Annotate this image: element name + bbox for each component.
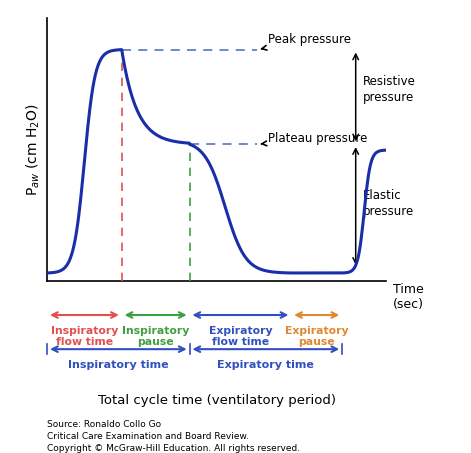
Text: Resistive
pressure: Resistive pressure: [363, 75, 415, 104]
Y-axis label: P$_{aw}$ (cm H$_2$O): P$_{aw}$ (cm H$_2$O): [24, 103, 41, 196]
Text: Total cycle time (ventilatory period): Total cycle time (ventilatory period): [97, 394, 336, 407]
Text: Inspiratory time: Inspiratory time: [68, 360, 169, 370]
Text: Expiratory
flow time: Expiratory flow time: [209, 326, 272, 347]
Text: Peak pressure: Peak pressure: [261, 33, 350, 50]
Text: Elastic
pressure: Elastic pressure: [363, 189, 414, 218]
Text: Source: Ronaldo Collo Go
Critical Care Examination and Board Review.
Copyright ©: Source: Ronaldo Collo Go Critical Care E…: [47, 420, 300, 453]
Text: Plateau pressure: Plateau pressure: [261, 132, 367, 146]
Text: Inspiratory
pause: Inspiratory pause: [122, 326, 189, 347]
Text: Inspiratory
flow time: Inspiratory flow time: [51, 326, 118, 347]
Text: Time
(sec): Time (sec): [393, 284, 424, 312]
Text: Expiratory
pause: Expiratory pause: [285, 326, 349, 347]
Text: Expiratory time: Expiratory time: [218, 360, 314, 370]
